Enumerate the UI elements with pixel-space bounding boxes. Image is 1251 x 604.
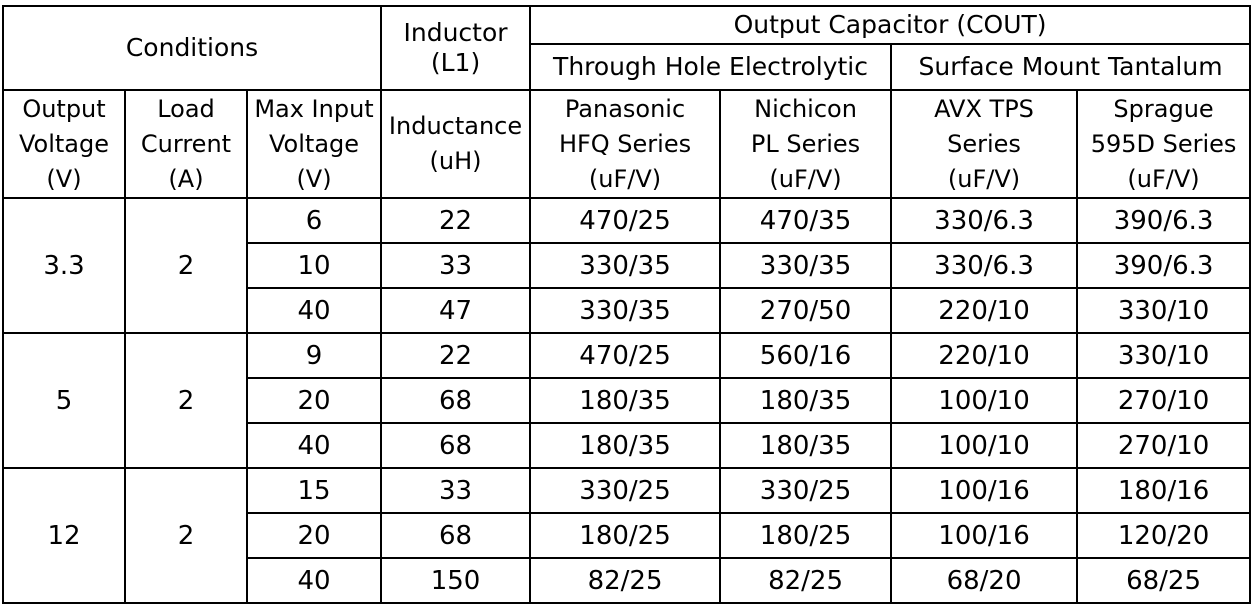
avx-tps-cell: 100/16 [890,512,1079,559]
inductance-cell: 33 [380,242,532,289]
panasonic-hfq-cell: 470/25 [529,332,722,379]
sprague-595d-cell: 270/10 [1076,422,1251,469]
col-header-output-voltage: Output Voltage (V) [2,89,126,199]
panasonic-hfq-cell: 330/25 [529,467,722,514]
col-header-inductance: Inductance (uH) [380,89,532,199]
nichicon-pl-cell: 180/35 [719,377,893,424]
table-row: 40 68 180/35 180/35 100/10 270/10 [3,422,1251,469]
inductance-cell: 33 [380,467,532,514]
avx-tps-cell: 100/10 [890,377,1079,424]
table-row: 20 68 180/35 180/35 100/10 270/10 [3,377,1251,424]
inductance-cell: 68 [380,422,532,469]
panasonic-hfq-cell: 180/35 [529,422,722,469]
col-header-max-input-voltage: Max Input Voltage (V) [245,89,383,199]
max-input-voltage-cell: 20 [245,512,383,559]
panasonic-hfq-cell: 330/35 [529,287,722,334]
max-input-voltage-cell: 6 [245,197,383,244]
avx-tps-cell: 68/20 [890,557,1079,604]
inductance-cell: 22 [380,332,532,379]
nichicon-pl-cell: 180/35 [719,422,893,469]
avx-tps-cell: 330/6.3 [890,242,1079,289]
panasonic-hfq-cell: 470/25 [529,197,722,244]
table-row: 10 33 330/35 330/35 330/6.3 390/6.3 [3,242,1251,289]
table-row: 5 2 9 22 470/25 560/16 220/10 330/10 [2,332,1251,469]
table-row: 12 2 15 33 330/25 330/25 100/16 180/16 [2,467,1251,604]
output-voltage-cell: 3.3 [2,197,126,334]
panasonic-hfq-cell: 180/25 [529,512,722,559]
header-inductor-l1: Inductor (L1) [380,5,532,91]
sprague-595d-cell: 390/6.3 [1076,242,1251,289]
nichicon-pl-cell: 330/25 [719,467,893,514]
output-voltage-cell: 5 [2,332,126,469]
sprague-595d-cell: 330/10 [1076,332,1251,379]
nichicon-pl-cell: 470/35 [719,197,893,244]
avx-tps-cell: 220/10 [890,332,1079,379]
panasonic-hfq-cell: 180/35 [529,377,722,424]
panasonic-hfq-cell: 82/25 [529,557,722,604]
nichicon-pl-cell: 82/25 [719,557,893,604]
max-input-voltage-cell: 40 [245,557,383,604]
table-row: 20 68 180/25 180/25 100/16 120/20 [3,512,1251,559]
sprague-595d-cell: 390/6.3 [1076,197,1251,244]
inductance-cell: 150 [380,557,532,604]
header-through-hole-electrolytic: Through Hole Electrolytic [529,43,893,91]
max-input-voltage-cell: 20 [245,377,383,424]
sprague-595d-cell: 68/25 [1076,557,1251,604]
load-current-cell: 2 [124,332,248,469]
avx-tps-cell: 220/10 [890,287,1079,334]
load-current-cell: 2 [124,467,248,604]
max-input-voltage-cell: 40 [245,422,383,469]
table-row: 40 150 82/25 82/25 68/20 68/25 [3,557,1251,604]
table-row: 40 47 330/35 270/50 220/10 330/10 [3,287,1251,334]
table-row: 3.3 2 6 22 470/25 470/35 330/6.3 390/6.3 [2,197,1251,334]
nichicon-pl-cell: 270/50 [719,287,893,334]
sprague-595d-cell: 120/20 [1076,512,1251,559]
panasonic-hfq-cell: 330/35 [529,242,722,289]
header-output-capacitor-cout: Output Capacitor (COUT) [529,5,1251,45]
sprague-595d-cell: 270/10 [1076,377,1251,424]
max-input-voltage-cell: 15 [245,467,383,514]
nichicon-pl-cell: 180/25 [719,512,893,559]
header-conditions: Conditions [1,5,383,91]
load-current-cell: 2 [124,197,248,334]
nichicon-pl-cell: 330/35 [719,242,893,289]
col-header-avx-tps: AVX TPS Series (uF/V) [890,89,1079,199]
header-surface-mount-tantalum: Surface Mount Tantalum [890,43,1251,91]
sprague-595d-cell: 180/16 [1076,467,1251,514]
nichicon-pl-cell: 560/16 [719,332,893,379]
col-header-load-current: Load Current (A) [124,89,248,199]
avx-tps-cell: 330/6.3 [890,197,1079,244]
col-header-sprague-595d: Sprague 595D Series (uF/V) [1076,89,1251,199]
inductance-cell: 22 [380,197,532,244]
inductance-cell: 68 [380,512,532,559]
inductance-cell: 68 [380,377,532,424]
component-selection-table: Conditions Inductor (L1) Output Capacito… [1,5,1251,604]
max-input-voltage-cell: 40 [245,287,383,334]
col-header-panasonic-hfq: Panasonic HFQ Series (uF/V) [529,89,722,199]
max-input-voltage-cell: 10 [245,242,383,289]
max-input-voltage-cell: 9 [245,332,383,379]
col-header-nichicon-pl: Nichicon PL Series (uF/V) [719,89,893,199]
sprague-595d-cell: 330/10 [1076,287,1251,334]
output-voltage-cell: 12 [2,467,126,604]
inductance-cell: 47 [380,287,532,334]
avx-tps-cell: 100/10 [890,422,1079,469]
avx-tps-cell: 100/16 [890,467,1079,514]
